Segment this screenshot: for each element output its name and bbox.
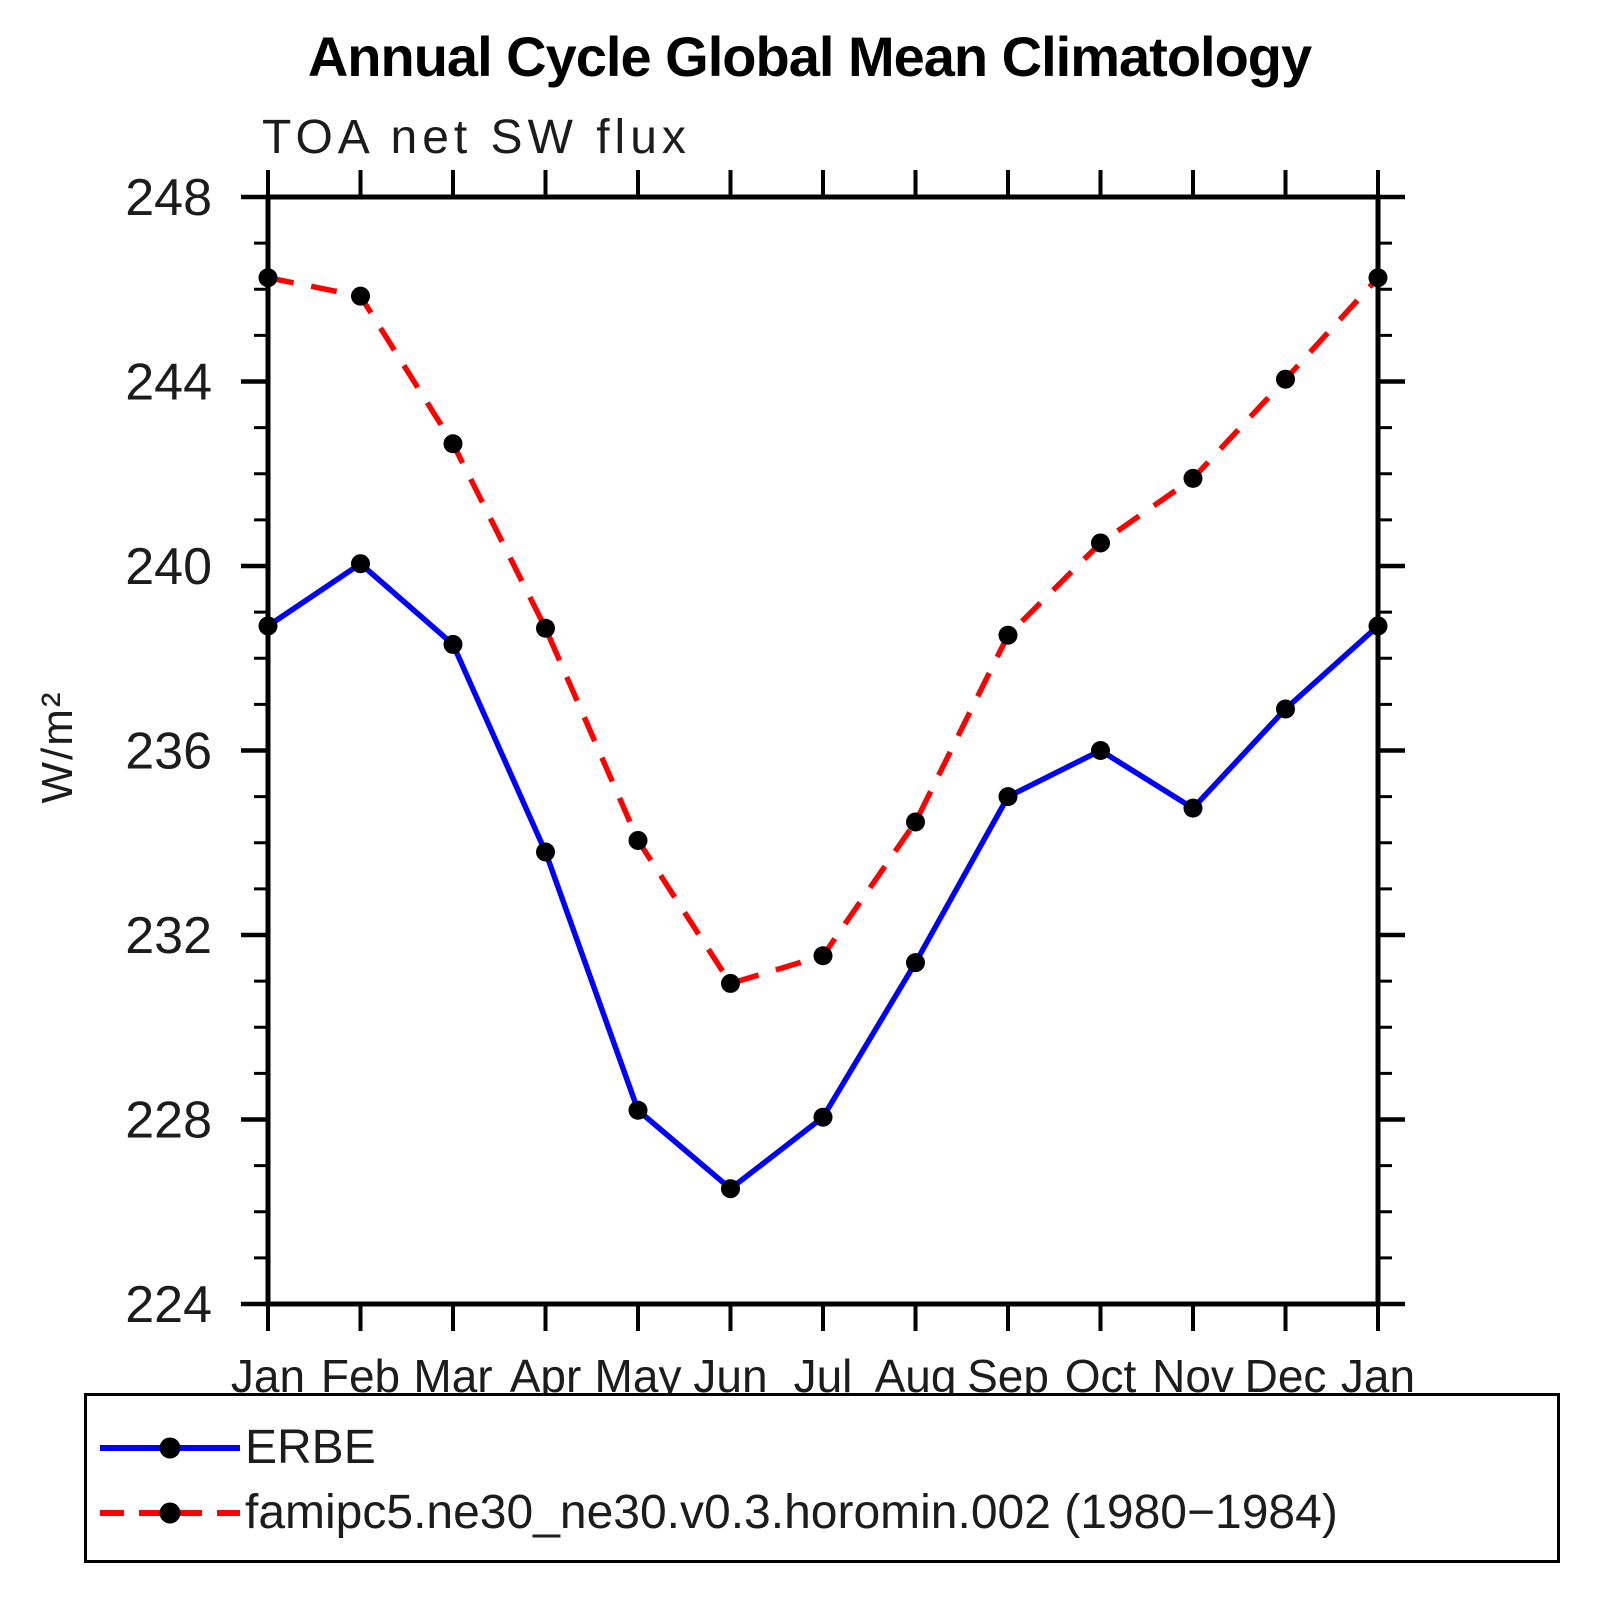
data-point-marker	[1183, 798, 1203, 818]
y-tick-label: 236	[125, 723, 212, 781]
chart-title: Annual Cycle Global Mean Climatology	[307, 25, 1312, 88]
data-point-marker	[443, 634, 463, 654]
data-point-marker	[628, 830, 648, 850]
data-point-marker	[813, 1107, 833, 1127]
data-point-marker	[351, 286, 370, 306]
data-point-marker	[1276, 699, 1295, 719]
data-point-marker	[1091, 741, 1110, 760]
y-tick-label: 240	[125, 538, 212, 596]
data-point-marker	[351, 554, 370, 574]
data-point-marker	[1368, 616, 1388, 636]
data-point-marker	[998, 625, 1018, 645]
chart-subtitle: TOA net SW flux	[262, 111, 691, 164]
data-point-marker	[1368, 268, 1388, 288]
data-point-marker	[258, 268, 278, 288]
data-point-marker	[721, 973, 740, 993]
legend-marker-dot	[159, 1502, 181, 1524]
data-point-marker	[536, 842, 555, 862]
data-point-marker	[1091, 533, 1110, 553]
data-point-marker	[1183, 468, 1203, 488]
data-point-marker	[258, 616, 278, 636]
legend-line-sample-model	[100, 1502, 240, 1524]
series-line-erbe	[266, 560, 1380, 1193]
legend-line-sample-erbe	[100, 1437, 240, 1459]
data-point-marker	[536, 618, 555, 638]
y-tick-label: 244	[125, 354, 212, 412]
data-point-marker	[1276, 369, 1295, 389]
legend: ERBE famipc5.ne30_ne30.v0.3.horomin.002 …	[84, 1393, 1560, 1563]
y-tick-label: 228	[125, 1092, 212, 1150]
data-point-marker	[721, 1179, 740, 1199]
data-point-marker	[813, 946, 833, 966]
y-tick-label: 232	[125, 907, 212, 965]
legend-item-model: famipc5.ne30_ne30.v0.3.horomin.002 (1980…	[95, 1483, 1338, 1543]
data-point-marker	[906, 812, 925, 832]
data-point-marker	[443, 434, 463, 454]
y-tick-label: 248	[125, 169, 212, 227]
legend-label-model: famipc5.ne30_ne30.v0.3.horomin.002 (1980…	[245, 1486, 1338, 1539]
data-point-marker	[906, 953, 925, 973]
data-point-marker	[628, 1100, 648, 1120]
legend-item-erbe: ERBE	[95, 1418, 376, 1478]
legend-label-erbe: ERBE	[245, 1421, 376, 1474]
data-point-marker	[998, 787, 1018, 807]
legend-marker-dot	[159, 1437, 181, 1459]
y-tick-label: 224	[125, 1276, 212, 1334]
plot-border	[265, 194, 1381, 1307]
